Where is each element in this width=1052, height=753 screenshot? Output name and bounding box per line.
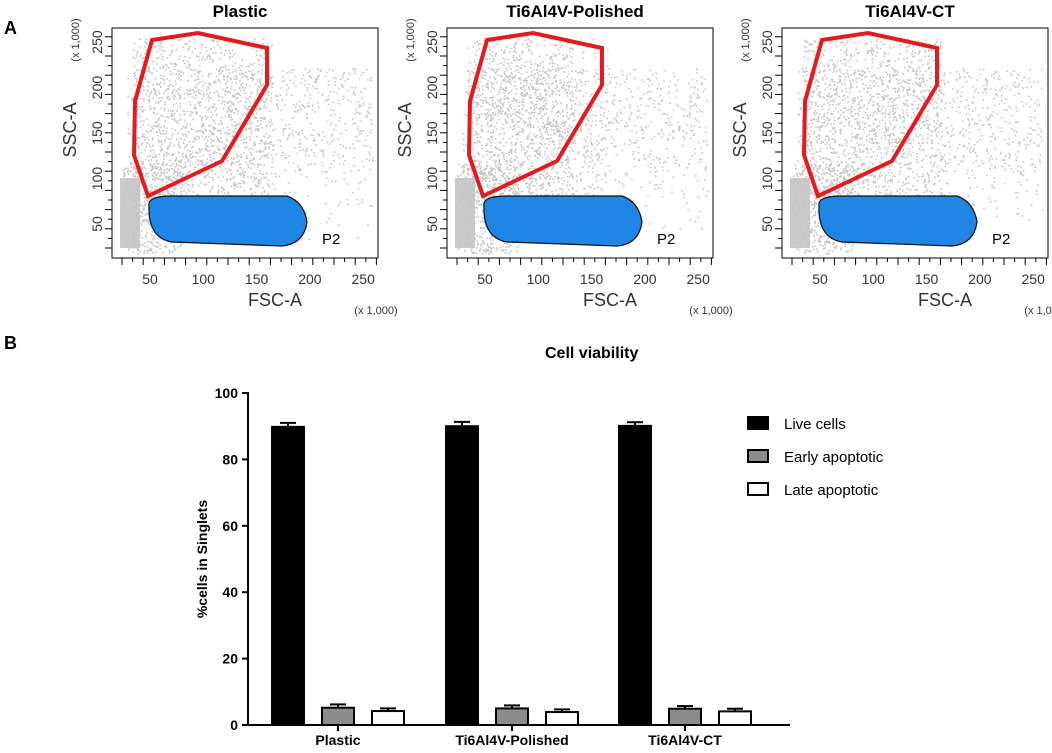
x-tick-label: 100 [862, 271, 886, 287]
y-tick-label: 100 [759, 167, 775, 191]
y-tick-label: 40 [222, 584, 238, 600]
y-tick-label: 250 [424, 30, 440, 54]
x-tick-label: 250 [1022, 271, 1046, 287]
gate-p2 [483, 195, 643, 247]
flow-plot-2: P2 50 100 150 200 250 FSC-A (x 1,000) 50 100 150 20… [395, 18, 733, 317]
bar-live-cells [271, 425, 305, 726]
gate-p2-label: P2 [657, 231, 675, 248]
y-tick-label: 150 [424, 121, 440, 145]
x-axis-label: FSC-A [918, 290, 972, 310]
y-scale-note: (x 1,000) [740, 18, 752, 61]
x-tick-label: 250 [352, 271, 376, 287]
legend-swatch [747, 416, 769, 430]
x-tick-label: 150 [580, 271, 604, 287]
y-tick-label: 200 [759, 76, 775, 100]
x-tick-label: 150 [245, 271, 269, 287]
x-tick-label: 50 [477, 271, 493, 287]
y-tick-label: 150 [759, 121, 775, 145]
y-axis-label: SSC-A [730, 102, 750, 157]
x-tick-label: Ti6Al4V-CT [648, 732, 722, 748]
x-scale-note: (x 1,000) [689, 305, 732, 317]
cell-viability-chart: 0 20 40 60 80 100 %cells in Singlets Plastic Ti6… [194, 385, 884, 748]
y-tick-label: 100 [89, 167, 105, 191]
legend-label: Early apoptotic [784, 449, 884, 466]
x-tick-label: 100 [527, 271, 551, 287]
y-tick-label: 250 [89, 30, 105, 54]
legend-label: Live cells [784, 416, 846, 433]
x-tick-label: 50 [812, 271, 828, 287]
x-tick-label: Plastic [315, 732, 360, 748]
y-tick-label: 250 [759, 30, 775, 54]
flow-plot-title-3: Ti6Al4V-CT [865, 2, 955, 21]
y-axis-label: SSC-A [60, 102, 80, 157]
flow-plot-title-2: Ti6Al4V-Polished [506, 2, 644, 21]
y-axis-label: %cells in Singlets [194, 500, 210, 618]
x-tick-label: 250 [687, 271, 711, 287]
panel-label-a: A [4, 18, 17, 38]
y-scale-note: (x 1,000) [70, 18, 82, 61]
legend-swatch [747, 449, 769, 463]
bar-live-cells [618, 424, 652, 726]
x-tick-label: 200 [968, 271, 992, 287]
y-tick-label: 0 [230, 717, 238, 733]
gate-singlets [131, 30, 269, 199]
bar-early-apoptotic [668, 707, 702, 726]
flow-plot-1: P2 50 100 150 200 250 FSC-A (x 1,000) 50 100 150 20… [60, 18, 398, 317]
gate-p2-label: P2 [322, 231, 340, 248]
dense-population-edge [790, 178, 810, 248]
event-dots [122, 38, 374, 255]
dense-population-edge [120, 178, 140, 248]
bar-late-apoptotic [718, 710, 752, 727]
x-tick-label: 150 [915, 271, 939, 287]
bar-chart-title: Cell viability [545, 345, 639, 362]
flow-cytometry-plots: P2 50 100 150 200 250 FSC-A (x 1,000) 50 100 150 20… [60, 18, 1052, 317]
x-tick-label: 100 [192, 271, 216, 287]
x-tick-label: Ti6Al4V-Polished [455, 732, 568, 748]
legend-swatch [747, 482, 769, 496]
gate-p2 [818, 195, 978, 247]
y-tick-label: 50 [759, 216, 775, 232]
x-axis-label: FSC-A [248, 290, 302, 310]
bar-live-cells [445, 425, 479, 726]
bar-late-apoptotic [371, 710, 405, 726]
gate-p2 [148, 195, 308, 247]
bar-early-apoptotic [495, 707, 529, 726]
gate-singlets [466, 30, 604, 199]
x-scale-note: (x 1,000) [1024, 305, 1052, 317]
flow-plot-3: P2 50 100 150 200 250 FSC-A (x 1,000) 50 100 150 20… [730, 18, 1052, 317]
x-scale-note: (x 1,000) [354, 305, 397, 317]
y-scale-note: (x 1,000) [405, 18, 417, 61]
legend-label: Late apoptotic [784, 482, 879, 499]
gate-p2-label: P2 [992, 231, 1010, 248]
x-tick-label: 50 [142, 271, 158, 287]
y-tick-label: 80 [222, 451, 238, 467]
y-tick-label: 60 [222, 518, 238, 534]
x-axis-label: FSC-A [583, 290, 637, 310]
y-tick-label: 50 [89, 216, 105, 232]
x-tick-label: 200 [298, 271, 322, 287]
y-tick-label: 100 [424, 167, 440, 191]
x-tick-label: 200 [633, 271, 657, 287]
y-tick-label: 20 [222, 651, 238, 667]
flow-plot-title-1: Plastic [212, 2, 268, 21]
y-tick-label: 150 [89, 121, 105, 145]
dense-population-edge [455, 178, 475, 248]
y-tick-label: 200 [89, 76, 105, 100]
bar-early-apoptotic [321, 706, 355, 726]
y-tick-label: 100 [215, 385, 239, 401]
panel-label-b: B [4, 333, 17, 353]
y-tick-label: 50 [424, 216, 440, 232]
gate-singlets [801, 30, 939, 199]
event-dots-path [122, 38, 374, 255]
y-tick-label: 200 [424, 76, 440, 100]
bar-late-apoptotic [545, 711, 579, 727]
y-axis-label: SSC-A [395, 102, 415, 157]
